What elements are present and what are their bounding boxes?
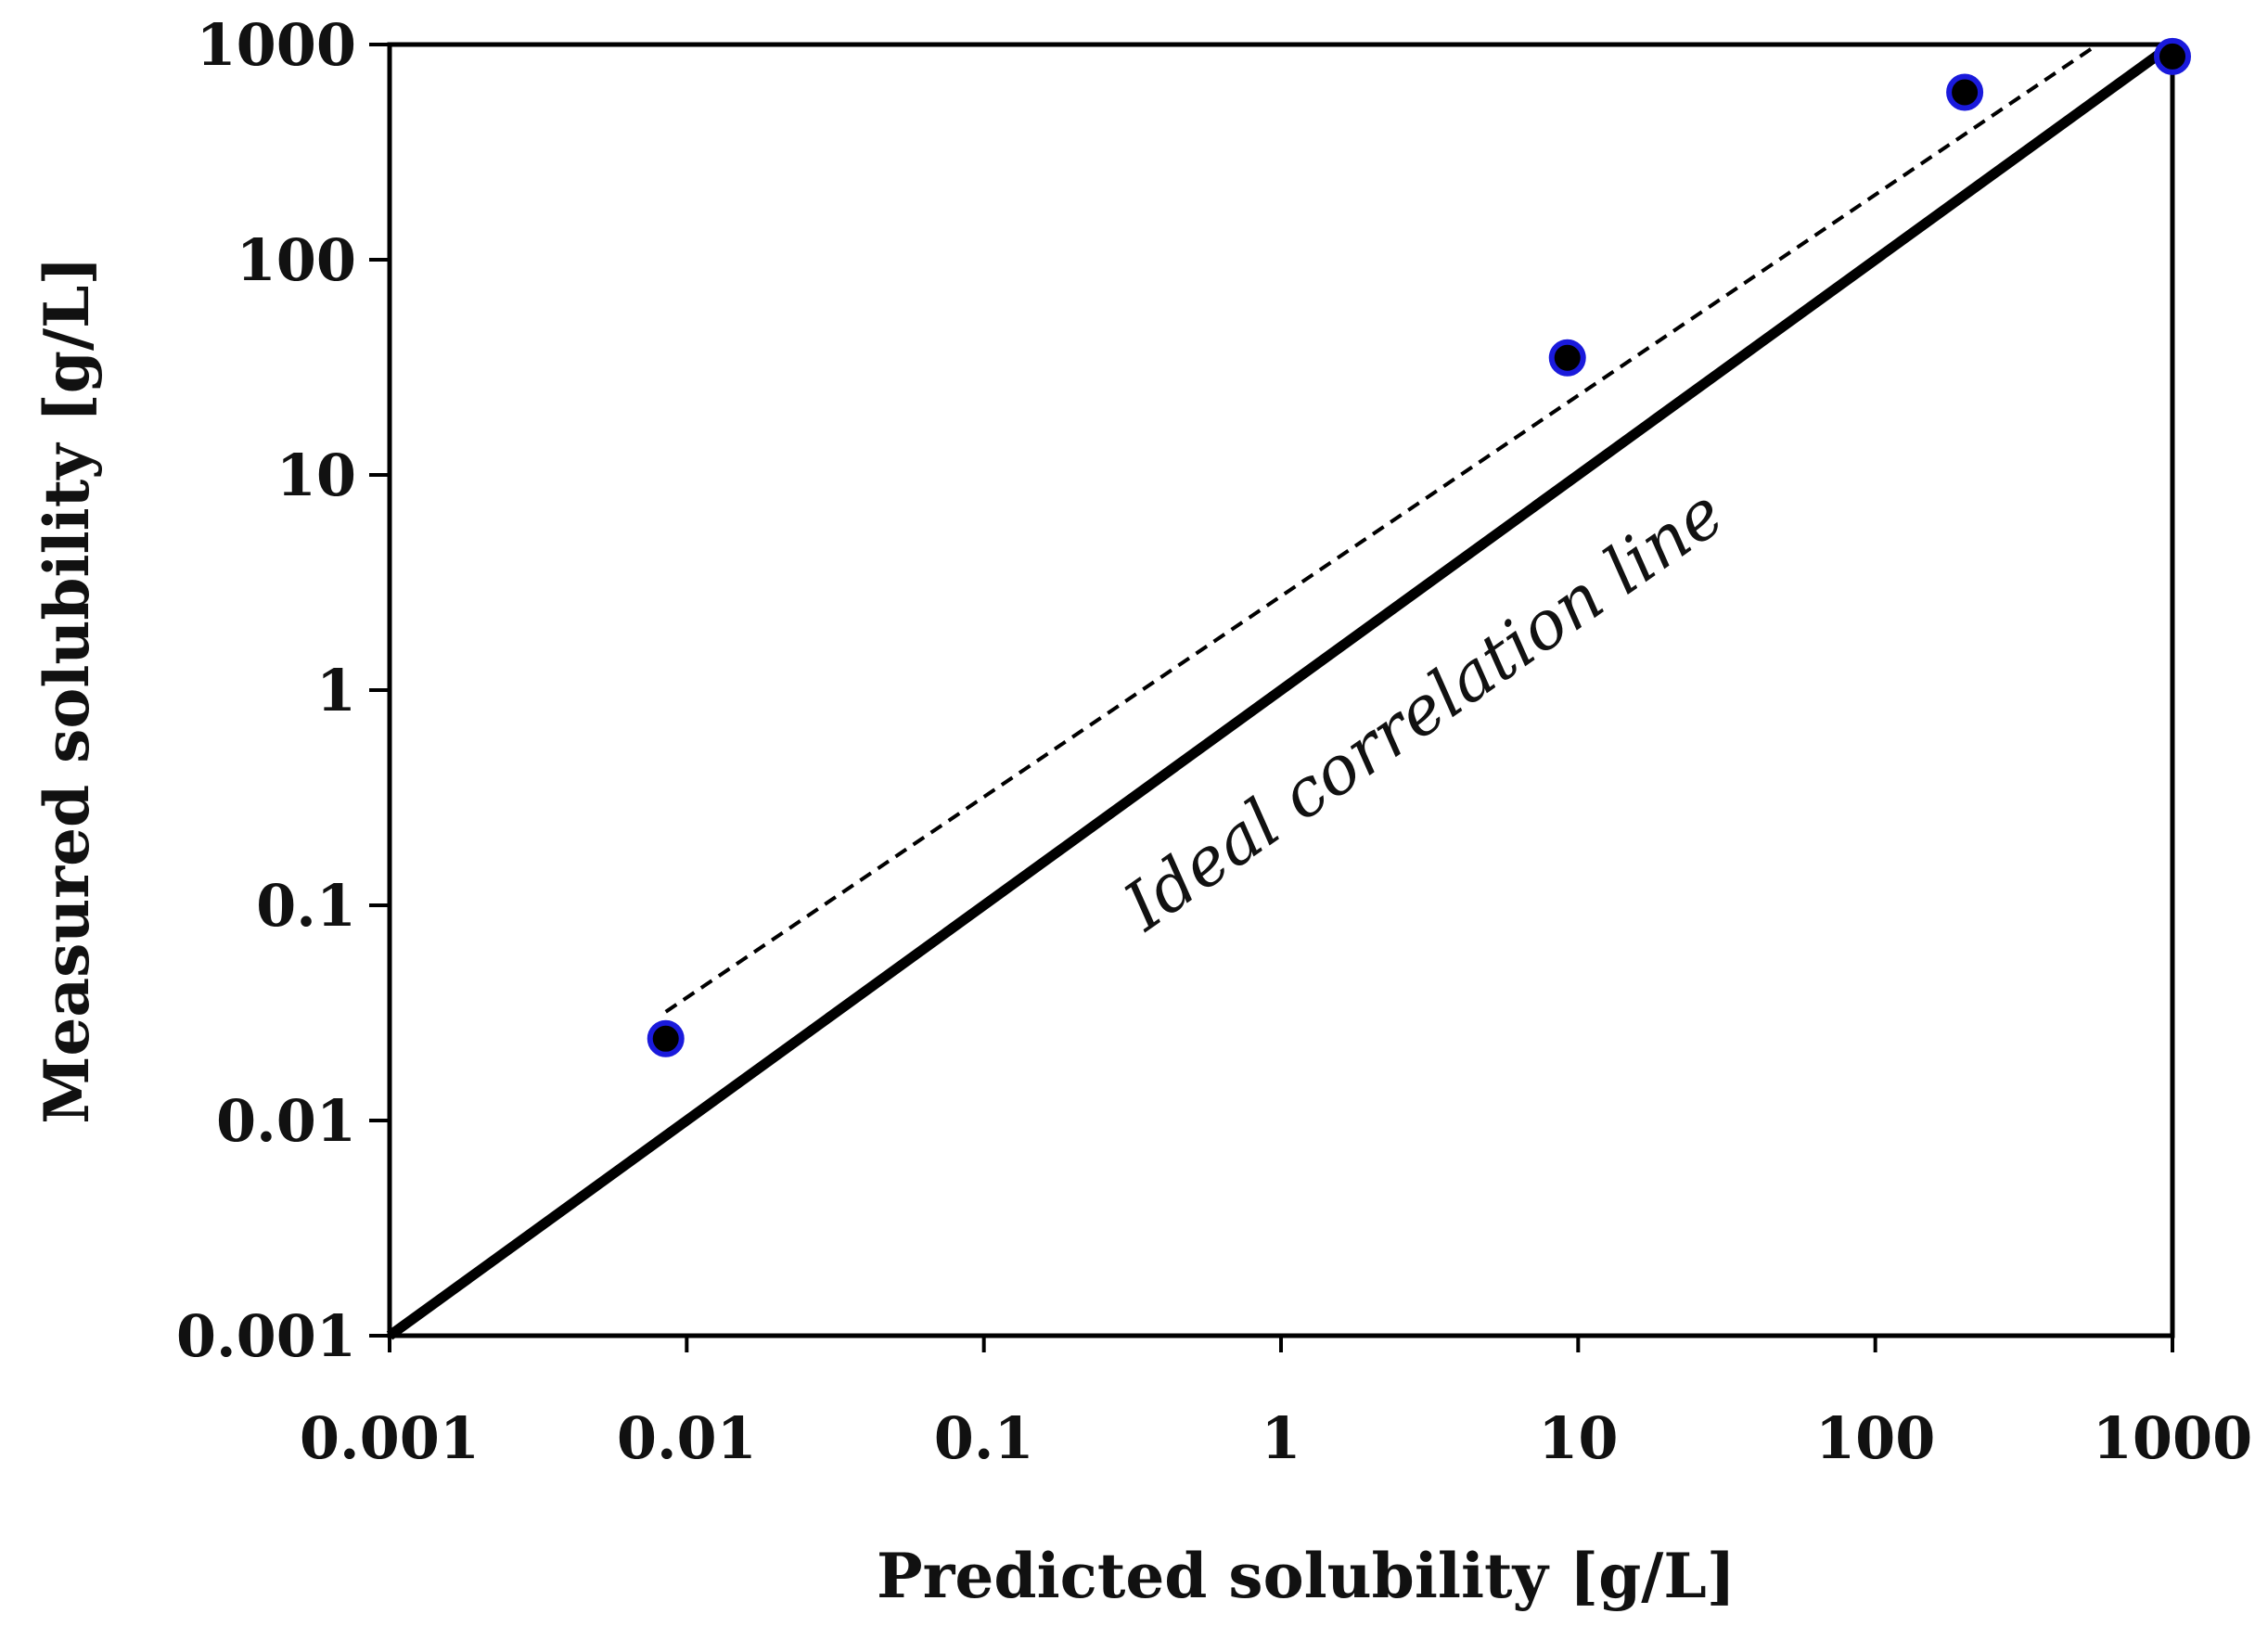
y-axis-ticks: 0.001 0.01 0.1 1 10 100 1000 xyxy=(176,11,390,1370)
data-point xyxy=(1946,73,1984,111)
ideal-correlation-line xyxy=(386,40,2176,1340)
x-tick-label: 0.001 xyxy=(300,1404,480,1472)
y-tick-label: 1 xyxy=(316,657,356,724)
y-axis-title: Measured solubility [g/L] xyxy=(31,256,103,1123)
x-tick-label: 10 xyxy=(1538,1404,1618,1472)
points-layer xyxy=(647,37,2191,1057)
y-tick-label: 10 xyxy=(276,442,356,509)
data-point xyxy=(2154,37,2191,75)
y-tick-label: 0.01 xyxy=(216,1087,356,1155)
x-axis-title: Predicted solubility [g/L] xyxy=(877,1540,1736,1612)
data-point xyxy=(1548,339,1586,377)
x-tick-label: 1 xyxy=(1261,1404,1300,1472)
trend-line-layer xyxy=(664,43,2099,1014)
x-tick-label: 1000 xyxy=(2093,1404,2253,1472)
y-tick-label: 1000 xyxy=(196,11,356,79)
trend-dashed-line xyxy=(664,43,2099,1014)
x-tick-label: 0.1 xyxy=(934,1404,1034,1472)
ideal-line-layer xyxy=(386,40,2176,1340)
x-axis-ticks: 0.001 0.01 0.1 1 10 100 1000 xyxy=(300,1336,2252,1472)
data-point xyxy=(647,1019,685,1057)
y-tick-label: 100 xyxy=(237,226,356,294)
x-tick-label: 0.01 xyxy=(617,1404,757,1472)
y-tick-label: 0.001 xyxy=(176,1302,356,1370)
x-tick-label: 100 xyxy=(1815,1404,1935,1472)
y-tick-label: 0.1 xyxy=(256,872,356,940)
